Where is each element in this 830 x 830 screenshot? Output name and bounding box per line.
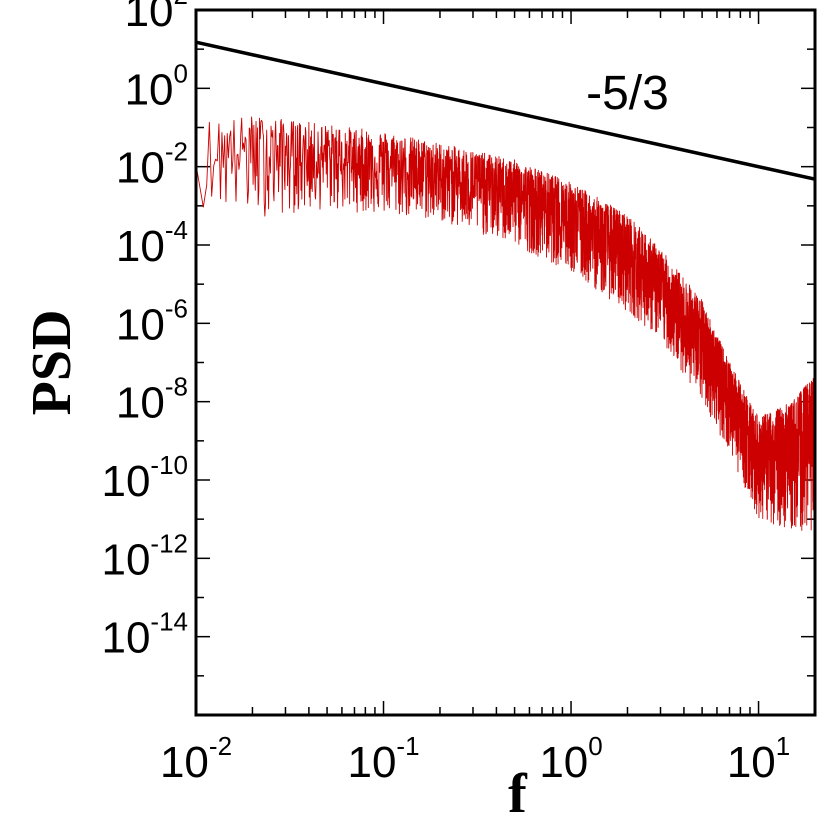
plot-area xyxy=(196,40,815,531)
plot-frame xyxy=(194,8,817,717)
x-tick-label: 101 xyxy=(727,731,790,787)
y-tick-label: 10-12 xyxy=(101,528,188,584)
y-tick-label: 10-10 xyxy=(101,450,188,506)
slope-reference-line xyxy=(196,40,815,181)
x-tick-label: 10-2 xyxy=(160,731,232,787)
slope-annotation: -5/3 xyxy=(586,67,669,120)
x-axis-label: f xyxy=(508,763,528,825)
y-tick-label: 102 xyxy=(125,0,188,36)
tick-labels: 10-2 10-1 100 101 102 100 10-2 10-4 10-6 10-8 10-1… xyxy=(101,0,790,787)
x-tick-label: 10-1 xyxy=(347,731,419,787)
y-tick-label: 100 xyxy=(125,58,188,114)
y-tick-label: 10-4 xyxy=(116,215,188,271)
y-tick-label: 10-8 xyxy=(116,372,188,428)
y-tick-label: 10-6 xyxy=(116,293,188,349)
y-tick-label: 10-2 xyxy=(116,137,188,193)
y-axis-label: PSD xyxy=(21,310,83,416)
x-tick-label: 100 xyxy=(539,731,602,787)
psd-spectrum-line xyxy=(196,116,815,531)
y-tick-label: 10-14 xyxy=(101,607,188,663)
